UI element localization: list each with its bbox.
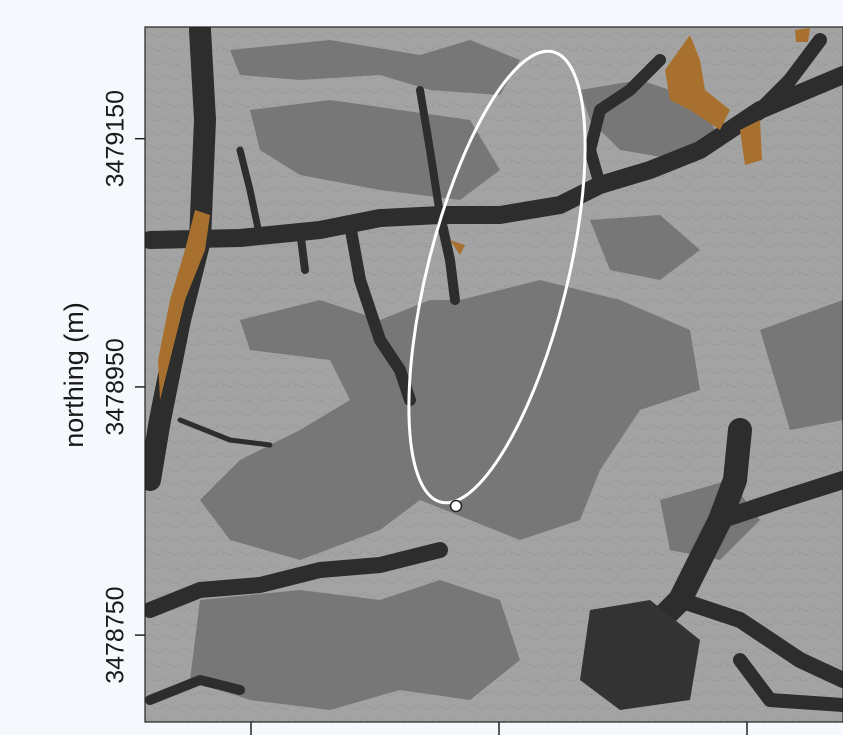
x-axis-ticks	[251, 722, 747, 735]
site-marker	[451, 501, 462, 512]
y-tick-label: 3479150	[102, 90, 130, 187]
y-tick-label: 3478750	[102, 586, 130, 683]
terrain-map	[145, 27, 843, 722]
y-tick-label: 3478950	[102, 338, 130, 435]
figure: northing (m) 3479150 3478950 3478750	[0, 0, 843, 735]
page: {"map": {"y_axis_label": "northing (m)",…	[0, 0, 843, 735]
y-axis-label: northing (m)	[59, 302, 89, 448]
